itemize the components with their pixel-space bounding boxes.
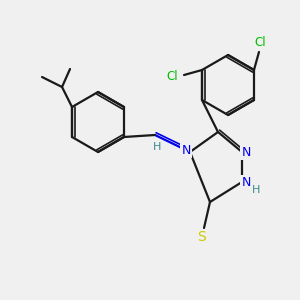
Text: H: H	[153, 142, 161, 152]
Text: N: N	[241, 146, 251, 158]
Text: H: H	[252, 185, 260, 195]
Text: S: S	[198, 230, 206, 244]
Text: N: N	[241, 176, 251, 188]
Text: N: N	[181, 143, 191, 157]
Text: Cl: Cl	[254, 35, 266, 49]
Text: Cl: Cl	[166, 70, 178, 83]
